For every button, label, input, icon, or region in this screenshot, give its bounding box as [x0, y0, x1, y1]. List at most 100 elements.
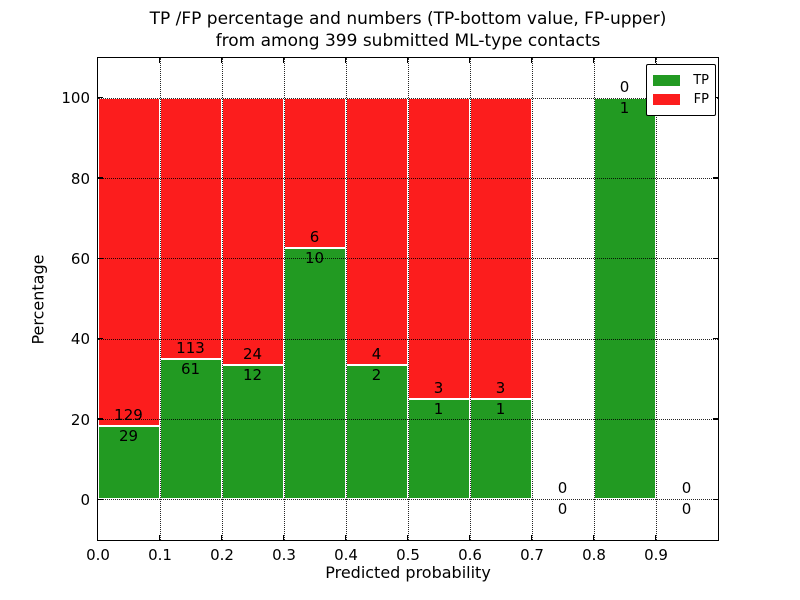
x-tick-mark-bottom-0.8 — [592, 534, 595, 540]
bar-segment-tp-3 — [283, 248, 346, 500]
bar-segment-tp-0 — [97, 425, 160, 500]
tp-count-label-6: 1 — [495, 399, 506, 418]
legend: TP FP — [646, 64, 716, 116]
bar-segment-fp-6 — [469, 97, 532, 399]
bar-segment-tp-8 — [593, 97, 656, 500]
gridline-x-0.3 — [283, 57, 285, 540]
x-tick-mark-bottom-0.6 — [468, 534, 471, 540]
gridline-x-0.5 — [407, 57, 409, 540]
x-tick-mark-bottom-0.3 — [282, 534, 285, 540]
y-tick-label-0: 0 — [80, 490, 90, 509]
x-tick-mark-bottom-0.5 — [406, 534, 409, 540]
y-tick-mark-left-80 — [97, 177, 103, 179]
legend-swatch-fp-icon — [653, 94, 680, 105]
y-tick-label-60: 60 — [70, 249, 90, 268]
fp-count-label-6: 3 — [495, 378, 506, 397]
y-tick-label-20: 20 — [70, 410, 90, 429]
x-tick-mark-top-0.4 — [344, 57, 347, 63]
bar-segment-tp-1 — [159, 358, 222, 500]
gridline-x-0.2 — [221, 57, 223, 540]
x-tick-label-0.3: 0.3 — [272, 546, 296, 564]
bar-segment-fp-2 — [221, 97, 284, 366]
x-tick-label-0.2: 0.2 — [210, 546, 234, 564]
y-axis-label: Percentage — [28, 254, 48, 345]
x-tick-label-0.8: 0.8 — [582, 546, 606, 564]
fp-count-label-4: 4 — [371, 345, 382, 364]
y-tick-mark-right-20 — [712, 418, 718, 420]
bar-segment-tp-4 — [345, 365, 408, 500]
x-tick-mark-top-0.7 — [530, 57, 533, 63]
y-tick-mark-left-100 — [97, 96, 103, 99]
x-tick-label-0.9: 0.9 — [644, 546, 668, 564]
x-tick-mark-bottom-0.1 — [158, 534, 161, 540]
x-tick-label-0.5: 0.5 — [396, 546, 420, 564]
tp-count-label-1: 61 — [180, 359, 201, 378]
gridline-x-0.8 — [593, 57, 595, 540]
x-axis-label: Predicted probability — [325, 563, 491, 582]
x-tick-mark-top-0.0 — [96, 57, 99, 63]
fp-count-label-9: 0 — [681, 479, 692, 498]
y-tick-mark-left-0 — [97, 498, 103, 501]
x-tick-mark-bottom-0.0 — [96, 534, 99, 540]
y-tick-label-100: 100 — [61, 89, 90, 108]
bar-segment-tp-2 — [221, 365, 284, 500]
x-tick-mark-top-0.2 — [220, 57, 223, 63]
y-tick-label-80: 80 — [70, 169, 90, 188]
chart-title-line1: TP /FP percentage and numbers (TP-bottom… — [149, 9, 667, 29]
gridline-x-0.9 — [655, 57, 657, 540]
fp-count-label-3: 6 — [309, 228, 320, 247]
x-tick-mark-bottom-0.4 — [344, 534, 347, 540]
legend-item-tp: TP — [653, 74, 709, 87]
legend-label-fp: FP — [693, 92, 709, 107]
tp-count-label-9: 0 — [681, 500, 692, 519]
tp-count-label-0: 29 — [118, 426, 139, 445]
x-tick-label-0.4: 0.4 — [334, 546, 358, 564]
bar-segment-tp-5 — [407, 398, 470, 500]
x-tick-label-0.7: 0.7 — [520, 546, 544, 564]
x-tick-mark-bottom-0.7 — [530, 534, 533, 540]
legend-swatch-tp-icon — [653, 75, 680, 86]
fp-count-label-5: 3 — [433, 378, 444, 397]
y-tick-mark-left-20 — [97, 418, 103, 420]
x-tick-mark-bottom-0.9 — [654, 534, 657, 540]
fp-count-label-2: 24 — [242, 345, 263, 364]
chart-title-line2: from among 399 submitted ML-type contact… — [215, 31, 601, 51]
x-tick-label-0.0: 0.0 — [86, 546, 110, 564]
x-tick-mark-top-0.5 — [406, 57, 409, 63]
x-tick-mark-top-0.3 — [282, 57, 285, 63]
x-tick-mark-top-0.1 — [158, 57, 161, 63]
fp-count-label-7: 0 — [557, 479, 568, 498]
x-tick-mark-top-0.9 — [654, 57, 657, 63]
gridline-x-0.4 — [345, 57, 347, 540]
fp-count-label-0: 129 — [114, 405, 143, 424]
gridline-x-0.7 — [531, 57, 533, 540]
fp-count-label-8: 0 — [619, 77, 630, 96]
legend-item-fp: FP — [653, 93, 709, 106]
y-tick-mark-left-40 — [97, 337, 103, 340]
legend-label-tp: TP — [693, 73, 709, 88]
tp-count-label-3: 10 — [304, 249, 325, 268]
x-tick-mark-top-0.6 — [468, 57, 471, 63]
y-tick-mark-right-80 — [712, 177, 718, 179]
plot-area: 129 29 113 61 24 12 6 10 4 2 3 1 3 1 0 0 0 1 0 0 — [96, 56, 719, 541]
bar-segment-fp-5 — [407, 97, 470, 399]
y-tick-mark-right-60 — [712, 257, 718, 260]
bar-segment-fp-4 — [345, 97, 408, 366]
y-tick-label-40: 40 — [70, 330, 90, 349]
bar-segment-fp-0 — [97, 97, 160, 426]
bar-segment-fp-3 — [283, 97, 346, 249]
fp-count-label-1: 113 — [176, 338, 205, 357]
y-tick-mark-right-40 — [712, 337, 718, 340]
tp-count-label-2: 12 — [242, 366, 263, 385]
x-tick-label-0.1: 0.1 — [148, 546, 172, 564]
tp-count-label-4: 2 — [371, 366, 382, 385]
chart-title: TP /FP percentage and numbers (TP-bottom… — [98, 8, 718, 52]
tp-count-label-5: 1 — [433, 399, 444, 418]
tp-count-label-8: 1 — [619, 98, 630, 117]
gridline-x-0.1 — [159, 57, 161, 540]
y-tick-mark-left-60 — [97, 257, 103, 260]
x-tick-mark-bottom-0.2 — [220, 534, 223, 540]
tp-count-label-7: 0 — [557, 500, 568, 519]
y-tick-mark-right-0 — [712, 498, 718, 501]
